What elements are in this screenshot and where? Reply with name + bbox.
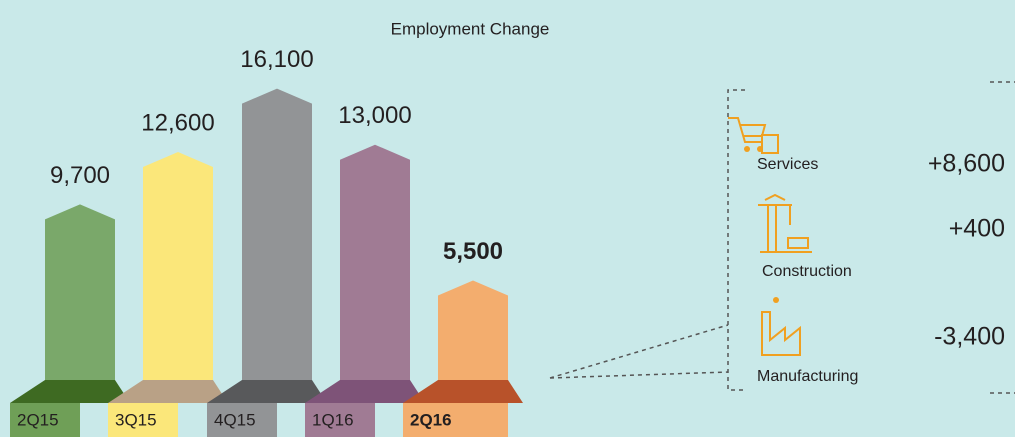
bar-base <box>403 380 523 403</box>
bar <box>438 280 508 380</box>
bar <box>143 151 213 380</box>
construction-icon <box>758 193 812 253</box>
category-label: 2Q16 <box>410 410 452 429</box>
value-label: 12,600 <box>141 109 214 136</box>
sector-value: +400 <box>949 215 1005 243</box>
value-label: 9,700 <box>50 162 110 189</box>
value-label: 16,100 <box>240 46 313 73</box>
breakdown-frame <box>549 81 1015 394</box>
sector-name: Services <box>757 156 818 173</box>
category-box <box>207 403 277 437</box>
bar-base <box>305 380 425 403</box>
category-label: 4Q15 <box>214 410 256 429</box>
category-label: 3Q15 <box>115 410 157 429</box>
category-label: 1Q16 <box>312 410 354 429</box>
category-box <box>108 403 178 437</box>
sector-value: -3,400 <box>934 323 1005 351</box>
sector-name: Manufacturing <box>757 368 858 385</box>
value-label: 13,000 <box>338 102 411 129</box>
bar-base <box>10 380 130 403</box>
sector-value: +8,600 <box>928 150 1005 178</box>
bar-base <box>207 380 327 403</box>
category-box <box>305 403 375 437</box>
bar-base <box>108 380 228 403</box>
category-label: 2Q15 <box>17 410 59 429</box>
services-icon <box>728 117 779 154</box>
sector-name: Construction <box>762 263 852 280</box>
bar <box>340 144 410 380</box>
category-box <box>10 403 80 437</box>
category-box <box>403 403 508 437</box>
value-label: 5,500 <box>443 238 503 265</box>
bar <box>242 88 312 380</box>
chart-title: Employment Change <box>391 19 550 38</box>
manufacturing-icon <box>761 297 801 356</box>
bar <box>45 204 115 380</box>
